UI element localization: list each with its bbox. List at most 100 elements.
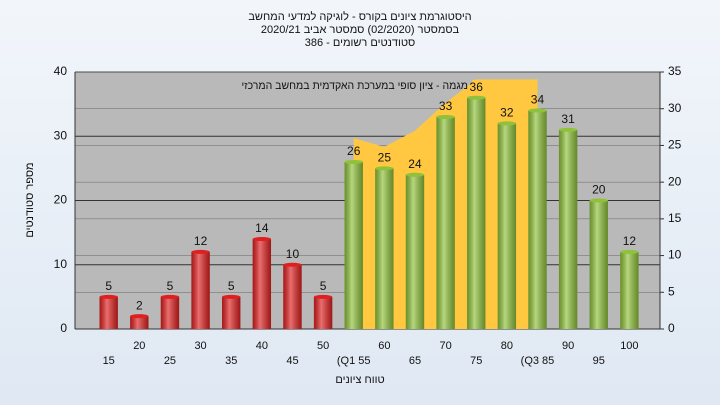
x-tick-label: 90 — [562, 340, 574, 352]
x-tick-label: (Q3 85 — [521, 355, 555, 367]
value-label: 36 — [470, 80, 484, 94]
title-line: סטודנטים רשומים - 386 — [305, 37, 416, 49]
value-label: 32 — [500, 106, 514, 120]
bar-shade — [283, 264, 302, 329]
value-label: 33 — [439, 99, 453, 113]
bar-group — [344, 159, 363, 329]
value-label: 14 — [255, 221, 269, 235]
bar-shade — [160, 296, 180, 329]
bar-shade — [344, 161, 363, 329]
x-tick-label: 50 — [317, 340, 329, 352]
bar-shade — [436, 116, 455, 329]
bar-group — [130, 314, 149, 329]
legend-swatch — [472, 80, 484, 92]
bar-top — [99, 294, 118, 299]
x-tick-label: 40 — [256, 340, 268, 352]
title-line: היסטוגרמת ציונים בקורס - לוגיקה למדעי המ… — [248, 10, 471, 23]
x-tick-label: 20 — [133, 340, 145, 352]
value-label: 5 — [320, 279, 327, 293]
x-tick-label: 60 — [378, 340, 390, 352]
y2-tick-label: 10 — [668, 248, 682, 262]
x-tick-label: (Q1 55 — [337, 355, 371, 367]
x-tick-label: 15 — [103, 355, 115, 367]
bar-group — [283, 262, 302, 329]
y2-tick-label: 20 — [668, 174, 682, 188]
x-tick-label: 80 — [501, 340, 513, 352]
bar-shade — [528, 110, 547, 329]
bar-top — [528, 108, 547, 113]
bar-shade — [99, 296, 118, 329]
x-tick-label: 70 — [439, 340, 451, 352]
y2-tick-label: 25 — [668, 138, 682, 152]
bar-top — [620, 249, 639, 254]
bar-top — [130, 314, 149, 319]
bar-top — [252, 237, 272, 242]
bar-top — [160, 294, 180, 299]
value-label: 20 — [592, 183, 606, 197]
bar-shade — [130, 316, 149, 329]
bar-group — [222, 294, 241, 329]
bar-group — [436, 114, 455, 329]
x-tick-label: 25 — [164, 355, 176, 367]
bar-top — [405, 172, 425, 177]
bar-top — [589, 198, 608, 203]
x-tick-label: 45 — [286, 355, 298, 367]
y-tick-label: 30 — [54, 128, 68, 142]
y2-tick-label: 30 — [668, 101, 682, 115]
bar-group — [497, 121, 517, 330]
bar-top — [283, 262, 302, 267]
bar-shade — [405, 174, 425, 329]
value-label: 24 — [408, 157, 422, 171]
y-tick-label: 0 — [60, 321, 67, 335]
bar-group — [620, 249, 639, 329]
x-tick-label: 75 — [470, 355, 482, 367]
x-tick-label: 65 — [409, 355, 421, 367]
bar-shade — [313, 296, 333, 329]
bar-top — [436, 114, 455, 119]
x-tick-label: 95 — [593, 355, 605, 367]
y-tick-label: 20 — [54, 193, 68, 207]
bar-group — [405, 172, 425, 329]
x-axis-label: טווח ציונים — [335, 374, 384, 386]
y2-tick-label: 35 — [668, 64, 682, 78]
bar-top — [191, 249, 210, 254]
bar-group — [191, 249, 210, 329]
bar-shade — [375, 168, 394, 329]
bar-group — [558, 127, 578, 329]
value-label: 25 — [378, 151, 392, 165]
bar-top — [467, 95, 486, 100]
value-label: 10 — [286, 247, 300, 261]
bar-group — [589, 198, 608, 329]
bar-shade — [191, 251, 210, 329]
bar-shade — [497, 123, 517, 330]
y2-tick-label: 0 — [668, 321, 675, 335]
bar-group — [375, 166, 394, 329]
y2-tick-label: 15 — [668, 211, 682, 225]
bar-group — [99, 294, 118, 329]
bar-shade — [558, 129, 578, 329]
bar-group — [467, 95, 486, 329]
y-tick-label: 10 — [54, 257, 68, 271]
bar-group — [160, 294, 180, 329]
bar-top — [375, 166, 394, 171]
bar-top — [313, 294, 333, 299]
bar-shade — [620, 251, 639, 329]
bar-shade — [252, 239, 272, 329]
value-label: 26 — [347, 144, 361, 158]
legend-label: מגמה - ציון סופי במערכת האקדמית במחשב המ… — [241, 80, 468, 92]
bar-top — [344, 159, 363, 164]
y2-tick-label: 5 — [668, 284, 675, 298]
bar-top — [497, 121, 517, 126]
value-label: 31 — [561, 112, 575, 126]
bar-shade — [222, 296, 241, 329]
value-label: 2 — [136, 298, 143, 312]
x-tick-label: 35 — [225, 355, 237, 367]
value-label: 5 — [105, 279, 112, 293]
title-line: בסמסטר (02/2020) סמסטר אביב 2020/21 — [261, 24, 460, 36]
x-tick-label: 30 — [194, 340, 206, 352]
x-tick-label: 100 — [620, 340, 638, 352]
value-label: 12 — [623, 234, 637, 248]
bar-top — [222, 294, 241, 299]
value-label: 5 — [167, 279, 174, 293]
